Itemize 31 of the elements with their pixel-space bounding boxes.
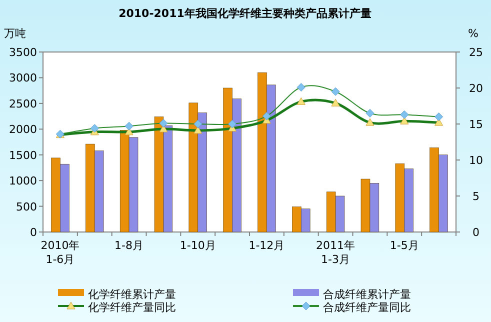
chart-title: 2010-2011年我国化学纤维主要种类产品累计产量 <box>118 7 372 20</box>
legend-item: 合成纤维累计产量 <box>293 288 411 301</box>
y-tick-label: 2500 <box>9 97 37 110</box>
x-tick-label: 1-12月 <box>248 239 285 252</box>
y-tick-label: 3000 <box>9 72 37 85</box>
y2-tick-label: 10 <box>469 154 483 167</box>
x-tick-label: 1-8月 <box>114 239 144 252</box>
legend-label: 合成纤维累计产量 <box>323 288 411 301</box>
y2-tick-label: 15 <box>469 118 483 131</box>
legend-item: 化学纤维产量同比 <box>58 301 176 314</box>
y-tick-label: 1000 <box>9 174 37 188</box>
y2-tick-label: 5 <box>472 190 480 203</box>
x-tick-label: 2010年 1-6月 <box>40 239 80 266</box>
y-tick-label: 2000 <box>9 123 37 136</box>
y-tick-label: 1500 <box>9 148 37 162</box>
legend-item: 合成纤维产量同比 <box>293 301 411 314</box>
y2-tick-label: 0 <box>472 226 480 239</box>
legend-label: 化学纤维产量同比 <box>88 301 176 314</box>
y-tick-label: 3500 <box>9 46 37 59</box>
y-tick-label: 0 <box>30 226 37 239</box>
x-tick-label: 2011年 1-3月 <box>316 239 356 266</box>
legend-label: 合成纤维产量同比 <box>323 301 411 314</box>
legend-label: 化学纤维累计产量 <box>88 288 176 301</box>
x-tick-label: 1-5月 <box>390 239 419 252</box>
y-axis-title: 万吨 <box>4 27 26 40</box>
legend-item: 化学纤维累计产量 <box>58 288 176 301</box>
y-tick-label: 500 <box>16 200 37 214</box>
y2-axis-title: % <box>468 27 478 40</box>
y2-tick-label: 25 <box>469 46 483 59</box>
x-tick-label: 1-10月 <box>180 239 216 252</box>
y2-tick-label: 20 <box>469 82 483 95</box>
